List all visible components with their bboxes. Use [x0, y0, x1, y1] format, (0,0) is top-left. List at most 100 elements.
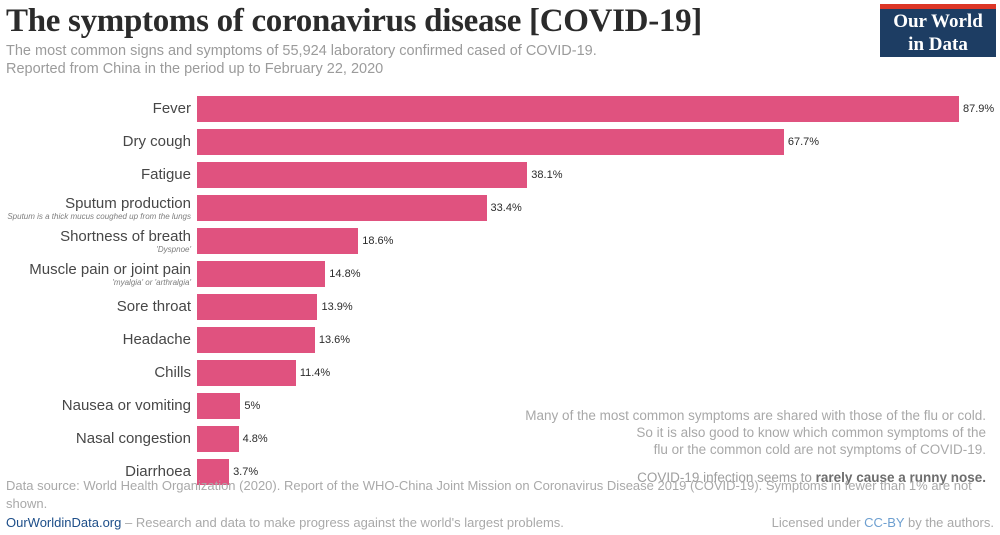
- license-link[interactable]: CC-BY: [864, 515, 905, 530]
- chart-row: Muscle pain or joint pain'myalgia' or 'a…: [0, 257, 1000, 290]
- bar-chart: Fever 87.9% Dry cough 67.7% Fatigue 38.1% Sput…: [0, 92, 1000, 488]
- category-label-cell: Nausea or vomiting: [0, 397, 197, 414]
- chart-annotation: Many of the most common symptoms are sha…: [525, 407, 986, 486]
- bar-cell: 87.9%: [197, 95, 1000, 122]
- footer-site-line: OurWorldinData.org – Research and data t…: [6, 513, 564, 532]
- chart-subtitle-line2: Reported from China in the period up to …: [6, 61, 384, 77]
- bar: [197, 293, 318, 320]
- bar-value-label: 13.9%: [321, 300, 353, 313]
- bar-value-label: 13.6%: [318, 333, 351, 346]
- category-label: Dry cough: [122, 133, 191, 150]
- category-label-cell: Shortness of breath 'Dyspnoe': [0, 228, 197, 254]
- category-label: Fatigue: [140, 166, 191, 183]
- bar-value-label: 14.8%: [329, 267, 361, 280]
- chart-title: The symptoms of coronavirus disease [COV…: [6, 3, 702, 39]
- category-sublabel: Sputum is a thick mucus coughed up from …: [7, 211, 191, 221]
- chart-row: Diarrhoea 3.7%: [0, 455, 1000, 488]
- annotation-line: So it is also good to know which common …: [636, 425, 986, 440]
- category-label-cell: Dry cough: [0, 133, 197, 150]
- annotation-line: flu or the common cold are not symptoms …: [653, 442, 986, 457]
- chart-row: Headache 13.6%: [0, 323, 1000, 356]
- category-label-cell: Sore throat: [0, 298, 197, 315]
- bar-value-label: 5%: [244, 399, 261, 412]
- category-label-cell: Fever: [0, 100, 197, 117]
- bar: [197, 227, 359, 254]
- category-label-cell: Nasal congestion: [0, 430, 197, 447]
- annotation-closing-bold: rarely cause a runny nose.: [815, 470, 986, 485]
- chart-row: Chills 11.4%: [0, 356, 1000, 389]
- bar: [197, 458, 230, 485]
- data-source-line: Data source: World Health Organization (…: [6, 478, 972, 511]
- license-prefix: Licensed under: [771, 515, 865, 530]
- category-label: Chills: [154, 364, 191, 381]
- bar: [197, 161, 528, 188]
- owid-logo: Our World in Data: [880, 4, 996, 57]
- bar-cell: 3.7%: [197, 458, 1000, 485]
- bar-cell: 5%: [197, 392, 1000, 419]
- annotation-line: Many of the most common symptoms are sha…: [525, 408, 986, 423]
- footer-license-line: Licensed under CC-BY by the authors.: [772, 513, 994, 532]
- chart-row: Nasal congestion 4.8%: [0, 422, 1000, 455]
- category-label-cell: Headache: [0, 331, 197, 348]
- bar-value-label: 11.4%: [299, 366, 331, 379]
- bar-value-label: 87.9%: [963, 102, 995, 115]
- category-label-cell: Chills: [0, 364, 197, 381]
- bar: [197, 95, 959, 122]
- chart-row: Sore throat 13.9%: [0, 290, 1000, 323]
- annotation-closing: COVID-19 infection seems to rarely cause…: [525, 469, 986, 486]
- category-label: Nausea or vomiting: [61, 397, 191, 414]
- annotation-closing-normal: COVID-19 infection seems to: [637, 470, 816, 485]
- bar-value-label: 18.6%: [362, 234, 394, 247]
- category-label-cell: Muscle pain or joint pain'myalgia' or 'a…: [0, 261, 197, 287]
- owid-logo-text-line1: Our World: [893, 11, 983, 32]
- bar: [197, 260, 326, 287]
- category-sublabel: 'Dyspnoe': [156, 244, 191, 254]
- owid-site-link[interactable]: OurWorldinData.org: [6, 515, 122, 530]
- chart-subtitle-line1: The most common signs and symptoms of 55…: [6, 43, 597, 59]
- bar-cell: 14.8%: [197, 260, 1000, 287]
- bar: [197, 128, 784, 155]
- bar-value-label: 33.4%: [490, 201, 522, 214]
- chart-row: Shortness of breath 'Dyspnoe' 18.6%: [0, 224, 1000, 257]
- license-suffix: by the authors.: [904, 515, 994, 530]
- owid-logo-text-line2: in Data: [908, 34, 968, 55]
- category-label: Headache: [122, 331, 191, 348]
- bar-cell: 18.6%: [197, 227, 1000, 254]
- chart-row: Nausea or vomiting 5%: [0, 389, 1000, 422]
- chart-row: Dry cough 67.7%: [0, 125, 1000, 158]
- category-label: Diarrhoea: [125, 463, 191, 480]
- category-sublabel: 'myalgia' or 'arthralgia': [112, 277, 191, 287]
- bar-cell: 13.6%: [197, 326, 1000, 353]
- category-label-cell: Sputum production Sputum is a thick mucus…: [0, 195, 197, 221]
- bar-cell: 11.4%: [197, 359, 1000, 386]
- category-label: Muscle pain or joint pain: [29, 260, 191, 278]
- bar-cell: 33.4%: [197, 194, 1000, 221]
- chart-header: The symptoms of coronavirus disease [COV…: [6, 2, 994, 78]
- footer-tagline: – Research and data to make progress aga…: [121, 515, 564, 530]
- bar-value-label: 38.1%: [531, 168, 563, 181]
- chart-row: Sputum production Sputum is a thick mucus…: [0, 191, 1000, 224]
- bar: [197, 392, 241, 419]
- bar: [197, 425, 239, 452]
- bar-cell: 4.8%: [197, 425, 1000, 452]
- category-label: Nasal congestion: [75, 430, 191, 447]
- category-label: Fever: [152, 100, 191, 117]
- bar-value-label: 67.7%: [787, 135, 820, 148]
- bar-value-label: 3.7%: [233, 465, 259, 478]
- category-label: Shortness of breath: [60, 227, 191, 245]
- category-label-cell: Diarrhoea: [0, 463, 197, 480]
- chart-row: Fatigue 38.1%: [0, 158, 1000, 191]
- chart-footer: Data source: World Health Organization (…: [6, 477, 994, 532]
- bar: [197, 194, 487, 221]
- bar-cell: 67.7%: [197, 128, 1000, 155]
- bar: [197, 359, 296, 386]
- bar: [197, 326, 315, 353]
- bar-value-label: 4.8%: [242, 432, 268, 445]
- category-label-cell: Fatigue: [0, 166, 197, 183]
- bar-cell: 13.9%: [197, 293, 1000, 320]
- category-label: Sputum production: [65, 194, 191, 212]
- category-label: Sore throat: [116, 298, 191, 315]
- bar-cell: 38.1%: [197, 161, 1000, 188]
- chart-row: Fever 87.9%: [0, 92, 1000, 125]
